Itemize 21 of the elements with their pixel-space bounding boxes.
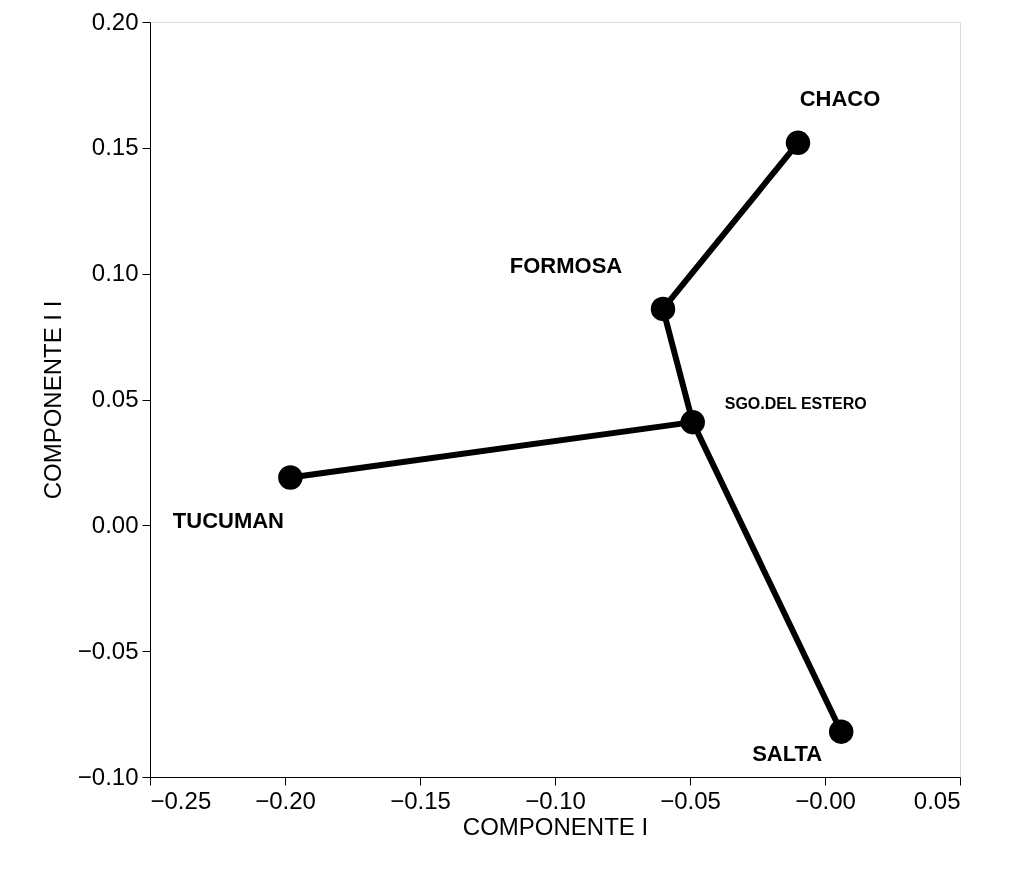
x-tick-label: −0.20 [255,786,316,814]
annotation: CHACO [799,85,881,111]
y-tick-label: −0.10 [77,762,139,790]
x-tick-label: 0.05 [913,786,961,814]
annotation: SALTA [752,740,823,766]
y-axis-title: COMPONENTE I I [38,300,66,500]
x-tick-label: −0.05 [660,786,721,814]
y-tick-label: 0.15 [91,133,139,161]
annotation: SGO.DEL ESTERO [724,395,867,413]
y-tick-label: 0.05 [91,385,139,412]
y-tick-label: 0.00 [91,510,139,538]
y-tick-label: 0.20 [91,7,139,35]
x-tick-label: −0.00 [795,786,856,814]
x-tick-label: −0.15 [390,786,451,814]
x-axis-title: COMPONENTE I [462,812,649,840]
y-tick-label: 0.10 [91,259,139,287]
annotation: FORMOSA [509,252,623,278]
annotation: TUCUMAN [172,507,284,533]
x-tick-label: −0.10 [525,786,586,814]
y-tick-label: −0.05 [77,636,139,664]
x-tick-label: −0.25 [150,786,212,814]
